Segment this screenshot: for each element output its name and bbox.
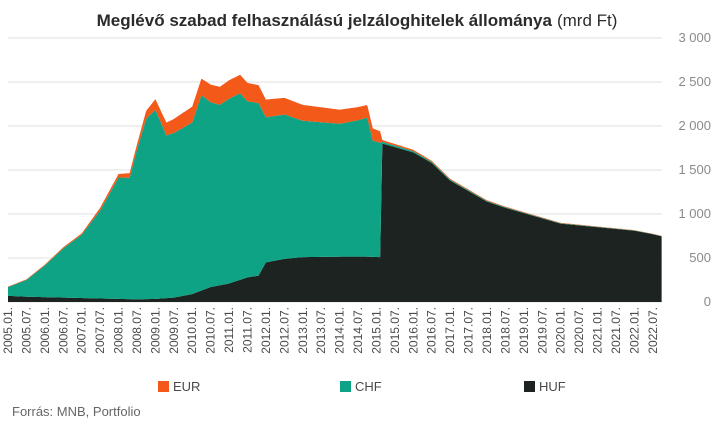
chart-title-unit: (mrd Ft) [557,11,617,30]
y-axis-ticks: 0 500 1 000 1 500 2 000 2 500 3 000 [678,30,711,309]
y-tick-label: 2 500 [678,74,711,89]
x-tick-label: 2009.07. [167,307,181,354]
x-tick-label: 2007.01. [75,307,89,354]
x-tick-label: 2020.07. [572,307,586,354]
y-tick-label: 0 [704,294,711,309]
legend-label-huf: HUF [539,379,566,394]
x-tick-label: 2019.07. [535,307,549,354]
legend: EUR CHF HUF [158,379,566,394]
x-tick-label: 2013.07. [314,307,328,354]
x-tick-label: 2021.07. [609,307,623,354]
legend-swatch-huf [524,381,535,392]
legend-swatch-chf [340,381,351,392]
area-huf [8,143,662,302]
x-tick-label: 2010.01. [185,307,199,354]
x-tick-label: 2012.07. [277,307,291,354]
x-tick-label: 2017.07. [462,307,476,354]
x-tick-label: 2014.07. [351,307,365,354]
x-tick-label: 2011.01. [222,307,236,353]
y-tick-label: 2 000 [678,118,711,133]
y-tick-label: 1 500 [678,162,711,177]
source-note: Forrás: MNB, Portfolio [12,404,141,419]
x-tick-label: 2014.01. [333,307,347,354]
x-tick-label: 2013.01. [296,307,310,354]
x-tick-label: 2011.07. [240,307,254,353]
x-tick-label: 2018.07. [498,307,512,354]
x-tick-label: 2005.07. [19,307,33,354]
plot-areas [8,74,662,302]
x-tick-label: 2009.01. [148,307,162,354]
x-tick-label: 2020.01. [554,307,568,354]
x-tick-label: 2021.01. [591,307,605,354]
x-tick-label: 2017.01. [443,307,457,354]
legend-label-chf: CHF [355,379,382,394]
chart-title: Meglévő szabad felhasználású jelzáloghit… [97,11,618,30]
area-chf [8,93,662,300]
legend-label-eur: EUR [173,379,200,394]
x-tick-label: 2006.07. [56,307,70,354]
x-tick-label: 2006.01. [38,307,52,354]
y-tick-label: 3 000 [678,30,711,45]
x-axis-ticks: 2005.01. 2005.07. 2006.01. 2006.07. 2007.01.… [1,307,660,354]
x-tick-label: 2007.07. [93,307,107,354]
y-tick-label: 1 000 [678,206,711,221]
chart-title-main: Meglévő szabad felhasználású jelzáloghit… [97,11,553,30]
legend-swatch-eur [158,381,169,392]
x-tick-label: 2016.07. [425,307,439,354]
x-tick-label: 2016.01. [406,307,420,354]
x-tick-label: 2015.01. [369,307,383,354]
x-tick-label: 2015.07. [388,307,402,354]
x-tick-label: 2008.07. [130,307,144,354]
x-tick-label: 2012.01. [259,307,273,354]
x-tick-label: 2018.01. [480,307,494,354]
x-tick-label: 2008.01. [112,307,126,354]
x-tick-label: 2022.01. [627,307,641,354]
x-tick-label: 2005.01. [1,307,15,354]
x-tick-label: 2010.07. [204,307,218,354]
x-tick-label: 2022.07. [646,307,660,354]
area-eur [8,74,662,288]
x-tick-label: 2019.01. [517,307,531,354]
y-tick-label: 500 [689,250,711,265]
